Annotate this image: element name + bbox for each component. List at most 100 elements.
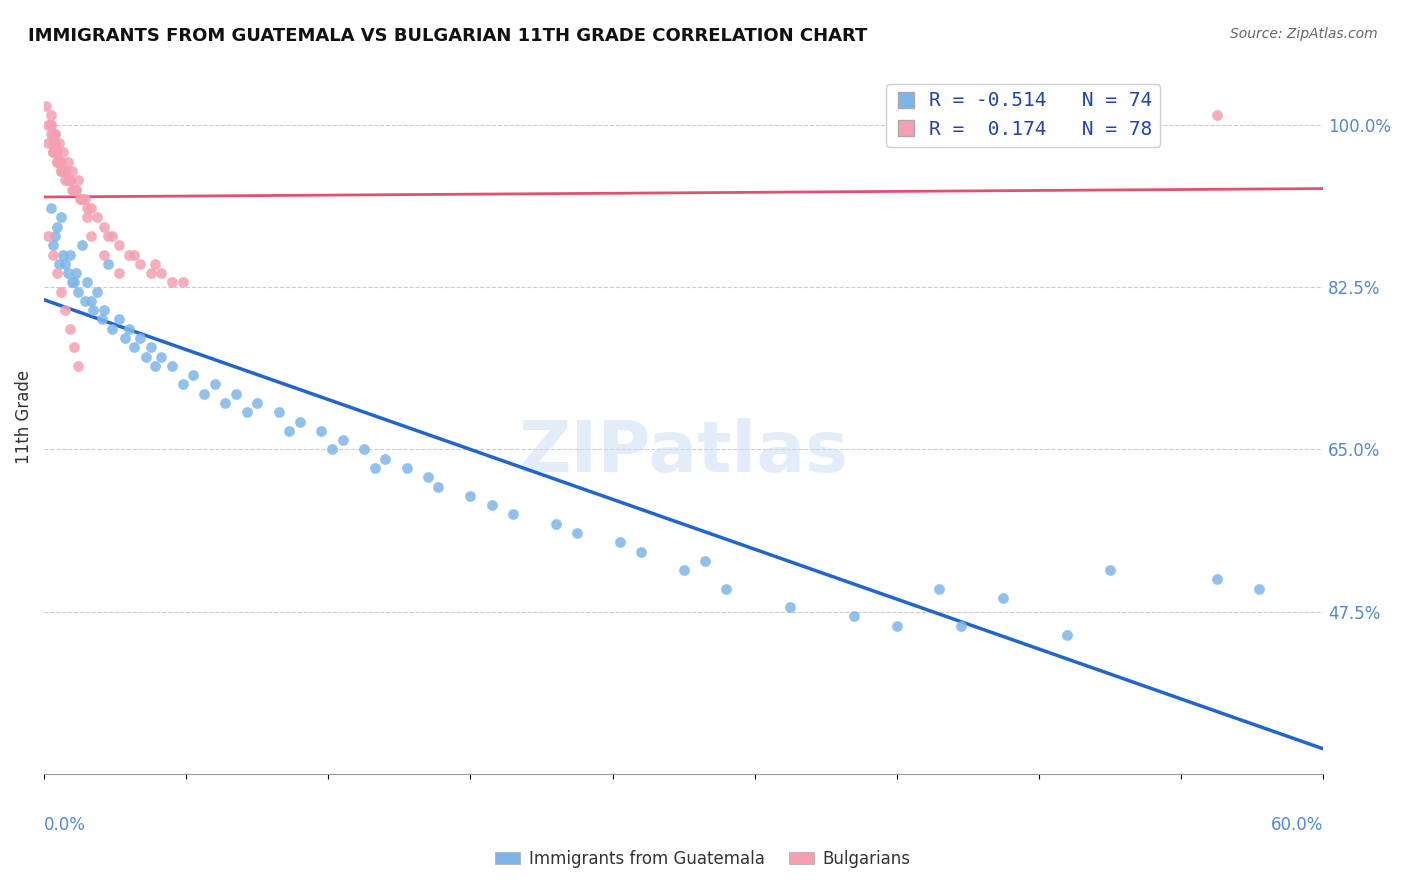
Point (51, 164, 73, 178)
Point (86, 285, 108, 299)
Point (60, 276, 83, 290)
Point (39, 127, 62, 141)
Point (55, 173, 77, 187)
Point (39, 118, 62, 132)
Point (427, 479, 450, 493)
Point (59, 173, 82, 187)
Point (143, 359, 166, 373)
Point (51, 211, 73, 225)
Point (45, 154, 67, 169)
Point (44, 127, 66, 141)
Legend: R = -0.514   N = 74, R =  0.174   N = 78: R = -0.514 N = 74, R = 0.174 N = 78 (886, 84, 1160, 147)
Point (80, 229, 103, 244)
Point (52, 145, 75, 160)
Point (172, 276, 194, 290)
Point (544, 516, 567, 531)
Point (107, 238, 129, 252)
Point (39, 201, 62, 215)
Point (1098, 563, 1121, 577)
Point (93, 247, 115, 261)
Point (235, 405, 257, 419)
Point (928, 582, 950, 596)
Point (44, 145, 66, 160)
Point (150, 266, 173, 280)
Point (60, 164, 83, 178)
Legend: Immigrants from Guatemala, Bulgarians: Immigrants from Guatemala, Bulgarians (488, 844, 918, 875)
Point (278, 424, 301, 438)
Point (48, 154, 70, 169)
Point (55, 303, 77, 318)
Point (45, 145, 67, 160)
Point (374, 451, 396, 466)
Point (41, 145, 63, 160)
Point (45, 145, 67, 160)
Point (139, 266, 162, 280)
Point (69, 192, 91, 206)
Point (101, 229, 124, 244)
Point (63, 276, 86, 290)
Point (90, 312, 112, 326)
Point (72, 238, 94, 252)
Point (76, 276, 98, 290)
Point (41, 127, 63, 141)
Point (48, 257, 70, 271)
Point (56, 266, 79, 280)
Point (630, 544, 652, 558)
Point (63, 182, 86, 196)
Point (44, 127, 66, 141)
Text: 0.0%: 0.0% (44, 816, 86, 834)
Point (37, 118, 59, 132)
Point (225, 386, 247, 401)
Text: 60.0%: 60.0% (1271, 816, 1323, 834)
Point (73, 293, 96, 308)
Point (72, 192, 94, 206)
Point (55, 257, 77, 271)
Point (395, 461, 418, 475)
Point (80, 201, 103, 215)
Point (44, 136, 66, 150)
Point (45, 154, 67, 169)
Point (59, 322, 82, 336)
Point (67, 173, 90, 187)
Point (39, 118, 62, 132)
Point (55, 164, 77, 178)
Point (76, 211, 98, 225)
Point (118, 247, 141, 261)
Point (67, 285, 90, 299)
Point (949, 619, 972, 633)
Point (48, 154, 70, 169)
Point (150, 350, 173, 364)
Point (65, 266, 87, 280)
Point (193, 386, 215, 401)
Text: Source: ZipAtlas.com: Source: ZipAtlas.com (1230, 27, 1378, 41)
Point (45, 266, 67, 280)
Point (41, 145, 63, 160)
Point (363, 461, 385, 475)
Point (844, 609, 866, 624)
Point (609, 535, 631, 549)
Point (114, 331, 136, 345)
Point (59, 173, 82, 187)
Point (332, 433, 354, 447)
Point (80, 293, 103, 308)
Point (41, 247, 63, 261)
Point (309, 424, 332, 438)
Point (52, 164, 75, 178)
Point (139, 340, 162, 354)
Point (37, 229, 59, 244)
Point (502, 508, 524, 522)
Y-axis label: 11th Grade: 11th Grade (15, 370, 32, 464)
Point (44, 229, 66, 244)
Point (93, 303, 115, 318)
Point (1249, 582, 1271, 596)
Point (204, 377, 226, 392)
Point (56, 173, 79, 187)
Point (39, 108, 62, 122)
Point (160, 359, 183, 373)
Point (56, 154, 79, 169)
Point (672, 563, 695, 577)
Point (101, 322, 124, 336)
Point (65, 182, 87, 196)
Point (1205, 572, 1227, 586)
Point (1205, 108, 1227, 122)
